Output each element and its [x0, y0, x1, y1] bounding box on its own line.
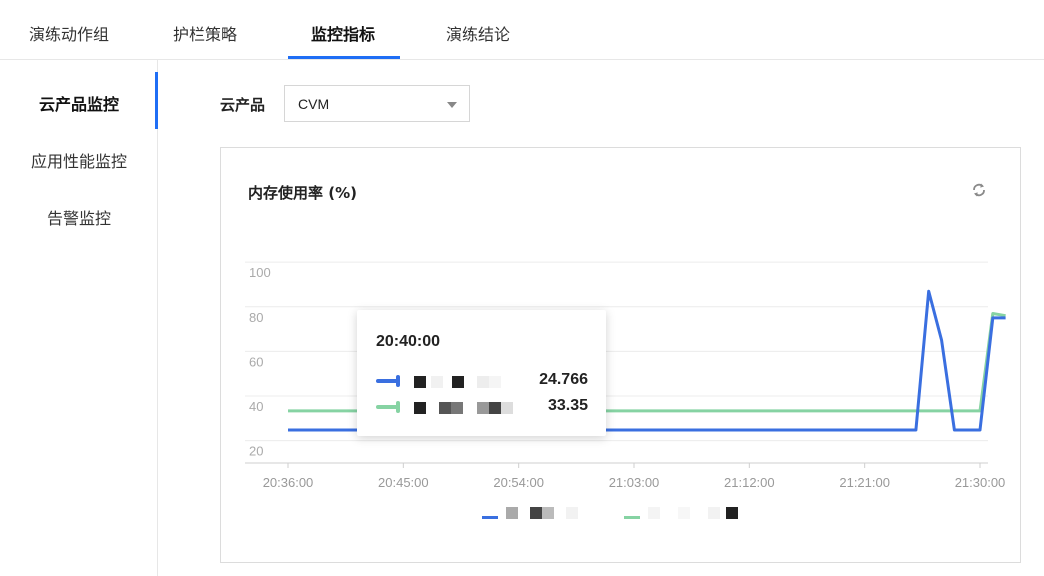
chart-tooltip: 20:40:00 24.766 33.35: [357, 310, 606, 436]
redacted-block: [542, 507, 554, 519]
x-tick-label: 20:45:00: [378, 475, 429, 490]
redacted-block: [678, 507, 690, 519]
legend-item-green[interactable]: [624, 507, 742, 521]
x-tick-label: 21:21:00: [839, 475, 890, 490]
legend-item-blue[interactable]: [482, 507, 594, 521]
y-tick-label: 100: [249, 265, 271, 280]
redacted-block: [451, 402, 463, 414]
refresh-icon[interactable]: [969, 180, 989, 200]
x-tick-label: 21:30:00: [955, 475, 1006, 490]
tab-guardrail-policy[interactable]: 护栏策略: [173, 25, 238, 44]
tab-monitoring-metrics[interactable]: 监控指标: [311, 25, 376, 44]
redacted-block: [708, 507, 720, 519]
redacted-block: [566, 507, 578, 519]
x-tick-label: 21:03:00: [609, 475, 660, 490]
chevron-down-icon: [447, 102, 457, 108]
sidebar: 云产品监控 应用性能监控 告警监控: [0, 60, 158, 576]
redacted-block: [648, 507, 660, 519]
sidebar-item-alert-monitoring[interactable]: 告警监控: [46, 209, 111, 228]
top-tab-bar: 演练动作组 护栏策略 监控指标 演练结论: [0, 0, 1044, 60]
redacted-block: [489, 376, 501, 388]
legend-swatch-green: [624, 516, 640, 519]
redacted-block: [489, 402, 501, 414]
x-tick-label: 21:12:00: [724, 475, 775, 490]
tooltip-row-blue: 24.766: [376, 371, 588, 391]
sidebar-active-indicator: [155, 72, 158, 129]
redacted-block: [439, 402, 451, 414]
redacted-block: [452, 376, 464, 388]
redacted-block: [506, 507, 518, 519]
series-green-swatch: [376, 401, 400, 413]
chart-card: 内存使用率 (%): [220, 147, 1021, 563]
x-tick-label: 20:36:00: [263, 475, 314, 490]
y-tick-label: 80: [249, 310, 263, 325]
y-tick-label: 40: [249, 399, 263, 414]
tooltip-time: 20:40:00: [376, 333, 441, 350]
redacted-block: [477, 402, 489, 414]
tab-drill-conclusion[interactable]: 演练结论: [446, 25, 511, 44]
series-blue-swatch: [376, 375, 400, 387]
select-value: CVM: [298, 96, 330, 112]
y-tick-label: 60: [249, 354, 263, 369]
chart-title: 内存使用率 (%): [248, 184, 357, 202]
cloud-product-label: 云产品: [220, 96, 266, 114]
tooltip-value-green: 33.35: [547, 397, 588, 414]
redacted-block: [431, 376, 443, 388]
active-tab-indicator: [288, 56, 400, 59]
tooltip-row-green: 33.35: [376, 397, 588, 417]
redacted-block: [726, 507, 738, 519]
x-tick-label: 20:54:00: [493, 475, 544, 490]
redacted-block: [477, 376, 489, 388]
redacted-block: [414, 376, 426, 388]
tooltip-value-blue: 24.766: [539, 371, 588, 388]
redacted-block: [530, 507, 542, 519]
sidebar-item-cloud-product-monitoring[interactable]: 云产品监控: [38, 95, 119, 114]
y-tick-label: 20: [249, 444, 263, 459]
redacted-block: [501, 402, 513, 414]
sidebar-item-apm[interactable]: 应用性能监控: [30, 152, 127, 171]
cloud-product-select[interactable]: CVM: [284, 85, 470, 122]
redacted-block: [414, 402, 426, 414]
tab-drill-action-group[interactable]: 演练动作组: [29, 25, 110, 44]
legend-swatch-blue: [482, 516, 498, 519]
